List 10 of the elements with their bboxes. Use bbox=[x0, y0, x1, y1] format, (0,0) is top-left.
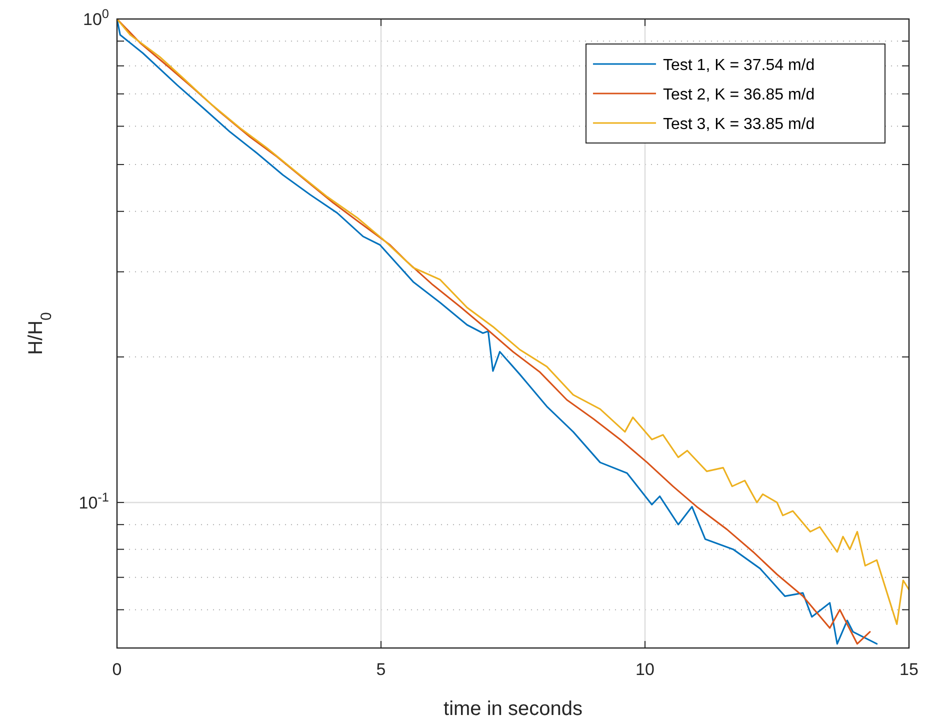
y-tick-label: 10$^{-1}$ bbox=[78, 488, 109, 512]
x-tick-label: 0 bbox=[112, 660, 122, 679]
legend-label: Test 1, K = 37.54 m/d bbox=[663, 57, 815, 74]
legend-label: Test 2, K = 36.85 m/d bbox=[663, 86, 815, 104]
x-axis-title: time in seconds bbox=[444, 698, 582, 720]
legend-label: Test 3, K = 33.85 m/d bbox=[663, 116, 815, 133]
y-tick-label: 10$^{0}$ bbox=[82, 6, 109, 29]
x-tick-label: 15 bbox=[900, 660, 918, 679]
x-tick-label: 10 bbox=[636, 660, 654, 679]
x-tick-label: 5 bbox=[376, 660, 386, 679]
